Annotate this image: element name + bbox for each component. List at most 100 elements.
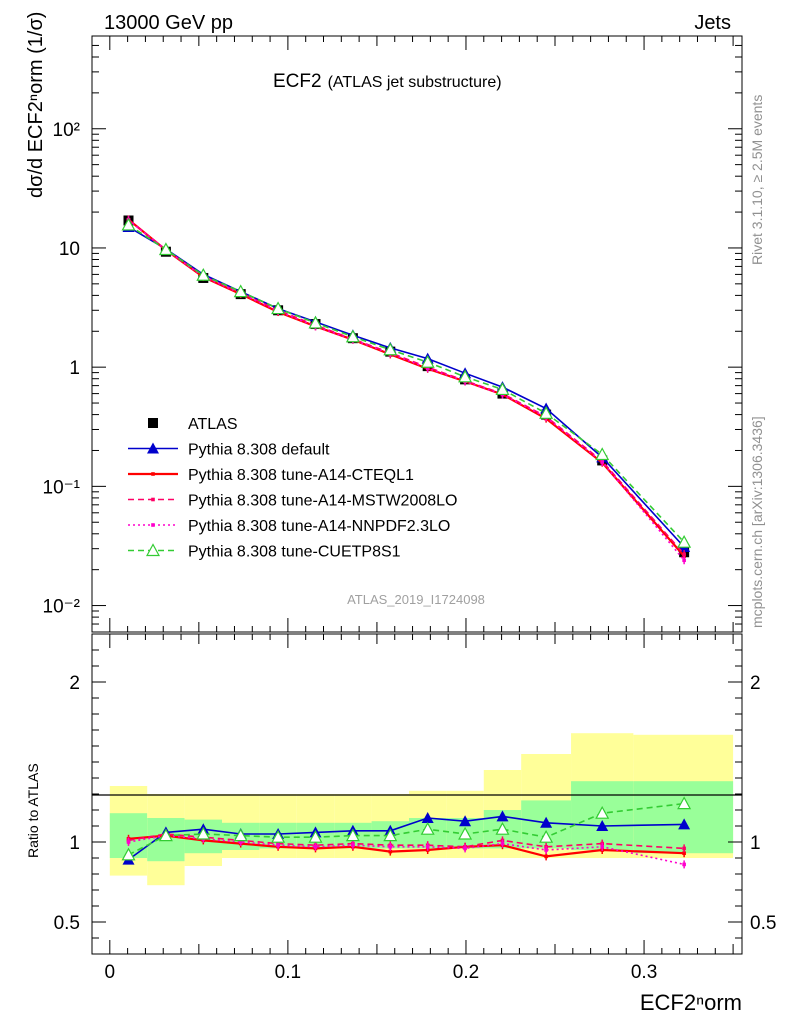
- main-x-ticks: [109, 36, 734, 632]
- ratio-point: [539, 829, 554, 843]
- ratio-panel: 0.5 0.5 1 1 2 2 0 0.1 0.2 0.3: [54, 633, 776, 983]
- collision-label: 13000 GeV pp: [104, 12, 233, 34]
- legend-entry: Pythia 8.308 tune-A14-NNPDF2.3LO: [188, 518, 450, 535]
- main-point: [308, 315, 323, 329]
- plot-title-sub: (ATLAS jet substructure): [328, 74, 502, 91]
- ratio-point: [463, 846, 467, 851]
- ratio-point: [420, 821, 435, 835]
- main-y-ticks: 10⁻² 10⁻¹ 1 10 10²: [43, 35, 742, 633]
- legend-marker: [147, 442, 159, 454]
- x-tick-label: 0.1: [275, 962, 301, 983]
- ratio-point: [600, 845, 605, 849]
- ratio-band-inner: [633, 781, 734, 854]
- main-point: [425, 366, 430, 371]
- main-series: [121, 215, 692, 565]
- main-point: [677, 534, 692, 548]
- main-point: [600, 460, 605, 464]
- main-line: [128, 226, 685, 548]
- main-point: [495, 382, 510, 396]
- legend-marker: [151, 497, 155, 502]
- legend-marker: [151, 523, 155, 527]
- main-point: [682, 552, 686, 556]
- ratio-point: [544, 854, 548, 859]
- main-point: [420, 354, 435, 368]
- rivet-version-label: Rivet 3.1.10, ≥ 2.5M events: [749, 95, 765, 265]
- legend: ATLAS Pythia 8.308 default Pythia 8.308 tu…: [128, 416, 457, 561]
- main-point: [539, 406, 554, 419]
- legend-marker: [148, 418, 158, 428]
- legend-entry: Pythia 8.308 default: [188, 442, 330, 459]
- ratio-point: [500, 841, 505, 846]
- main-line: [128, 219, 685, 561]
- legend-entry: Pythia 8.308 tune-A14-CTEQL1: [188, 467, 414, 484]
- main-y-tick-label: 10⁻²: [43, 597, 81, 618]
- ratio-point: [459, 815, 472, 827]
- ratio-y-tick-label-left: 1: [69, 833, 80, 854]
- ratio-point: [421, 812, 434, 823]
- ratio-point: [678, 818, 691, 830]
- plot-title: ECF2 (ATLAS jet substructure): [273, 71, 502, 92]
- main-y-tick-label: 10²: [53, 120, 80, 141]
- analysis-label: ATLAS_2019_I1724098: [347, 592, 485, 607]
- ratio-line: [128, 833, 685, 850]
- ratio-series: [121, 796, 692, 869]
- ratio-point: [496, 810, 509, 822]
- ratio-point: [495, 821, 510, 835]
- ratio-point: [126, 840, 131, 844]
- ratio-y-tick-label-left: 2: [69, 673, 80, 694]
- legend-marker: [145, 543, 161, 557]
- main-y-tick-label: 10: [59, 239, 80, 260]
- ratio-line: [128, 802, 685, 856]
- ratio-y-tick-label-left: 0.5: [54, 913, 80, 934]
- main-point: [595, 447, 610, 461]
- legend-entry: ATLAS: [188, 416, 238, 433]
- ratio-point: [313, 845, 318, 849]
- ratio-point: [238, 840, 243, 844]
- ratio-x-ticks: 0 0.1 0.2 0.3: [105, 634, 734, 983]
- main-y-tick-label: 10⁻¹: [43, 477, 81, 498]
- ratio-y-ticks: 0.5 0.5 1 1 2 2: [54, 633, 776, 955]
- ratio-point: [682, 846, 686, 851]
- ratio-point: [121, 847, 136, 861]
- main-frame: [91, 35, 743, 633]
- ratio-point: [271, 829, 286, 843]
- legend-marker: [151, 472, 155, 476]
- ratio-y-tick-label-right: 0.5: [750, 913, 776, 934]
- y-axis-label-text: dσ/d ECF2ⁿorm (1/σ): [25, 12, 47, 198]
- ratio-point: [682, 851, 686, 855]
- ratio-point: [388, 845, 393, 849]
- ratio-point: [233, 828, 248, 842]
- ratio-point: [544, 848, 548, 852]
- ratio-y-tick-label-right: 2: [750, 673, 761, 694]
- ratio-point: [595, 805, 610, 819]
- ratio-point: [383, 828, 398, 842]
- main-point: [158, 242, 173, 256]
- ratio-point: [677, 796, 692, 810]
- ratio-point: [596, 820, 609, 831]
- ratio-point: [425, 845, 430, 849]
- ratio-point: [158, 828, 173, 842]
- main-point: [196, 268, 211, 281]
- ratio-point: [458, 826, 473, 840]
- legend-entry: Pythia 8.308 tune-A14-MSTW2008LO: [188, 493, 457, 510]
- x-tick-label: 0.2: [453, 962, 479, 983]
- y-axis-label-ratio: Ratio to ATLAS: [25, 763, 41, 858]
- main-point: [383, 342, 398, 356]
- main-y-tick-label: 1: [69, 358, 80, 379]
- ratio-point: [276, 843, 280, 847]
- ratio-point: [351, 843, 355, 847]
- ratio-line: [128, 815, 685, 861]
- x-tick-label: 0: [105, 962, 116, 983]
- ratio-point: [308, 829, 323, 843]
- ratio-point: [388, 849, 393, 854]
- ratio-y-tick-label-right: 1: [750, 833, 761, 854]
- main-point: [458, 369, 473, 383]
- y-axis-label-main: dσ/d ECF2ⁿorm (1/σ): [25, 12, 47, 198]
- legend-entry: Pythia 8.308 tune-CUETP8S1: [188, 544, 401, 561]
- x-axis-label: ECF2ⁿorm: [640, 990, 742, 1015]
- main-point: [121, 217, 136, 231]
- plot-title-main: ECF2: [273, 71, 322, 92]
- main-point: [682, 558, 686, 563]
- main-point: [345, 329, 360, 343]
